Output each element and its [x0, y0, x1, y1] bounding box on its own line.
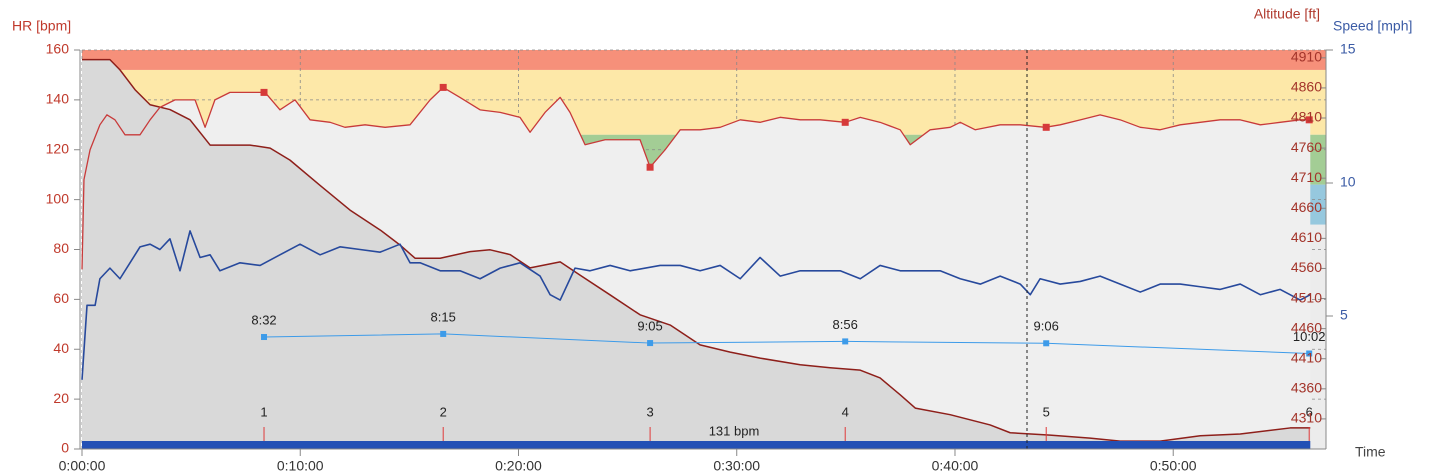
average-label: 131 bpm — [709, 423, 760, 438]
pace-label: 9:05 — [637, 318, 662, 333]
pace-label: 10:02 — [1293, 329, 1326, 344]
lap-hr-marker — [1042, 123, 1050, 131]
lap-hr-marker — [439, 83, 447, 91]
y-axis-title: HR [bpm] — [12, 18, 71, 34]
pace-line — [264, 333, 1310, 355]
average-bar — [82, 441, 1311, 449]
y2-tick-label: 4860 — [1291, 79, 1322, 95]
y-tick-label: 80 — [53, 240, 69, 256]
x-tick-label: 0:10:00 — [277, 458, 324, 474]
y2-tick-label: 4710 — [1291, 169, 1322, 185]
hr-line — [81, 86, 1311, 270]
lap-hr-marker — [1305, 116, 1313, 124]
pace-label: 9:06 — [1034, 319, 1059, 334]
y2-tick-label: 4310 — [1291, 410, 1322, 426]
y-tick-label: 60 — [53, 290, 69, 306]
speed-line — [81, 230, 1311, 380]
y-tick-label: 20 — [53, 390, 69, 406]
lap-label: 3 — [646, 404, 653, 419]
y3-tick-label: 15 — [1340, 41, 1356, 57]
y2-tick-label: 4410 — [1291, 349, 1322, 365]
y2-tick-label: 4810 — [1291, 109, 1322, 125]
y2-tick-label: 4760 — [1291, 139, 1322, 155]
x-tick-label: 0:40:00 — [932, 458, 979, 474]
x-axis-title: Time — [1355, 444, 1386, 460]
pace-marker — [1306, 350, 1313, 357]
lap-hr-marker — [646, 163, 654, 171]
y3-axis-title: Speed [mph] — [1333, 18, 1412, 34]
pace-label: 8:56 — [833, 317, 858, 332]
y2-axis-title: Altitude [ft] — [1254, 6, 1320, 22]
y3-tick-label: 5 — [1340, 307, 1348, 323]
y-tick-label: 100 — [46, 190, 70, 206]
y-tick-label: 0 — [61, 440, 69, 456]
pace-marker — [647, 340, 654, 347]
lap-hr-marker — [260, 88, 268, 96]
hr-zone — [82, 50, 1326, 70]
altitude-line — [82, 58, 1311, 442]
y2-tick-label: 4910 — [1291, 49, 1322, 65]
y2-tick-label: 4660 — [1291, 199, 1322, 215]
y-tick-label: 40 — [53, 340, 69, 356]
y2-tick-label: 4510 — [1291, 289, 1322, 305]
altitude-area — [82, 59, 1311, 449]
x-tick-label: 0:00:00 — [59, 458, 106, 474]
y2-tick-label: 4460 — [1291, 319, 1322, 335]
x-tick-label: 0:20:00 — [495, 458, 542, 474]
lap-hr-marker — [841, 118, 849, 126]
y2-tick-label: 4560 — [1291, 259, 1322, 275]
y2-tick-label: 4610 — [1291, 229, 1322, 245]
pace-marker — [1043, 340, 1050, 347]
x-tick-label: 0:50:00 — [1150, 458, 1197, 474]
y3-tick-label: 10 — [1340, 174, 1356, 190]
pace-marker — [842, 338, 849, 345]
lap-label: 5 — [1043, 404, 1050, 419]
y-tick-label: 120 — [46, 140, 70, 156]
lap-label: 4 — [842, 404, 849, 419]
lap-label: 2 — [440, 404, 447, 419]
pace-label: 8:32 — [251, 312, 276, 327]
y-tick-label: 140 — [46, 91, 70, 107]
y2-tick-label: 4360 — [1291, 380, 1322, 396]
pace-label: 8:15 — [431, 309, 456, 324]
y-tick-label: 160 — [46, 41, 70, 57]
x-tick-label: 0:30:00 — [713, 458, 760, 474]
lap-label: 1 — [260, 404, 267, 419]
pace-marker — [261, 334, 268, 341]
lap-label: 6 — [1306, 404, 1313, 419]
pace-marker — [440, 330, 447, 337]
